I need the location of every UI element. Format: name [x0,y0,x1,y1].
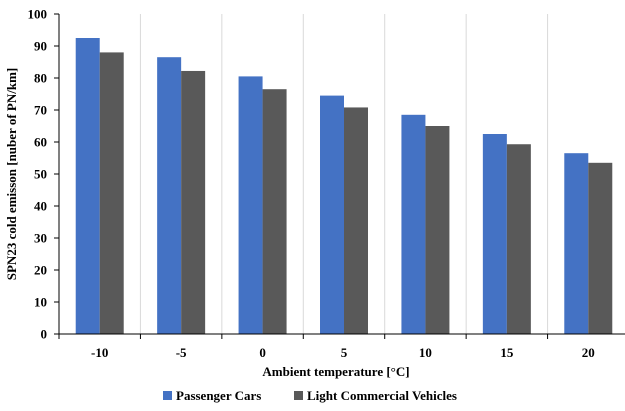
bar-passenger-cars-15 [482,134,507,334]
legend-label-passenger-cars: Passenger Cars [176,388,261,403]
bar-passenger-cars-20 [564,153,589,334]
bar-light-commercial-vehicles-15 [506,144,531,334]
legend-label-light-commercial-vehicles: Light Commercial Vehicles [307,388,457,403]
y-tick-label: 60 [34,135,47,150]
x-tick-label: 0 [259,345,266,360]
x-tick-label: 20 [582,345,595,360]
bar-light-commercial-vehicles--5 [181,70,206,335]
bar-passenger-cars-5 [320,95,344,334]
axes [54,13,625,339]
x-tick-label: 5 [341,345,348,360]
bar-light-commercial-vehicles-20 [588,162,613,334]
bar-passenger-cars--10 [75,38,100,334]
bars [75,38,613,335]
y-tick-label: 50 [34,167,47,182]
grid [139,14,549,334]
x-tick-labels: -10 -5 0 5 10 15 20 [91,345,595,360]
x-tick-label: -10 [91,345,108,360]
bar-passenger-cars-0 [238,76,263,335]
y-tick-label: 0 [41,327,48,342]
bar-light-commercial-vehicles-5 [344,107,368,334]
bar-light-commercial-vehicles--10 [99,52,124,335]
y-tick-label: 80 [34,71,47,86]
x-tick-label: -5 [176,345,187,360]
y-tick-label: 10 [34,295,47,310]
x-tick-label: 10 [419,345,432,360]
legend-swatch-passenger-cars [163,391,172,400]
y-tick-label: 90 [34,39,47,54]
y-tick-label: 20 [34,263,47,278]
y-tick-labels: 0 10 20 30 40 50 60 70 80 90 100 [28,7,48,342]
y-tick-label: 30 [34,231,47,246]
bar-light-commercial-vehicles-0 [262,89,287,334]
bar-passenger-cars-10 [401,114,426,334]
bar-passenger-cars--5 [157,57,182,334]
y-axis-title: SPN23 cold emisson [nuber of PN/km] [4,68,19,280]
x-axis-title: Ambient temperature [°C] [262,364,409,379]
legend: Passenger Cars Light Commercial Vehicles [163,388,457,403]
y-tick-label: 70 [34,103,47,118]
bar-light-commercial-vehicles-10 [425,126,450,334]
legend-swatch-light-commercial-vehicles [294,391,303,400]
y-tick-label: 40 [34,199,47,214]
x-tick-label: 15 [500,345,514,360]
y-tick-label: 100 [28,7,48,22]
